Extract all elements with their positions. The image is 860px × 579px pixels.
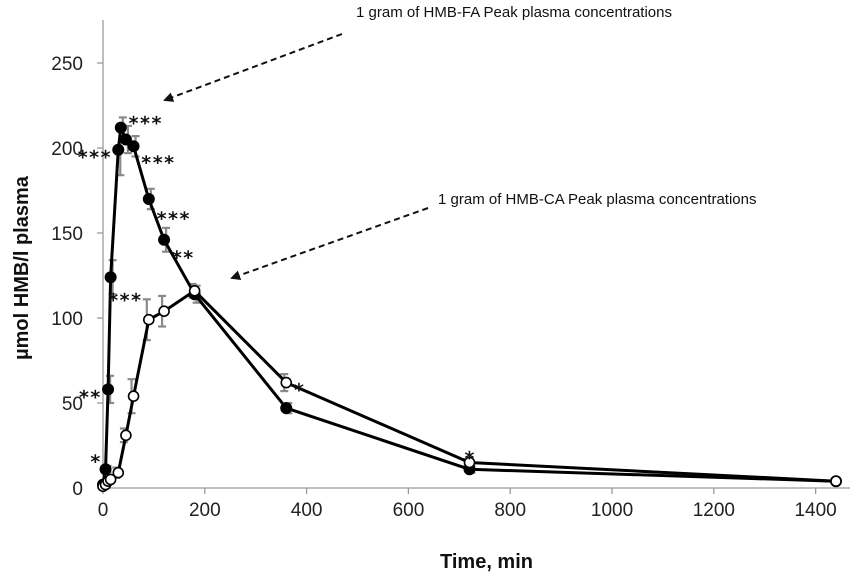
significance-star: *** — [77, 147, 111, 169]
data-point-hmb-ca — [188, 284, 201, 297]
data-point-hmb-fa — [104, 271, 117, 284]
data-point-hmb-ca — [104, 473, 117, 486]
y-tick-label: 100 — [51, 309, 83, 330]
significance-star: ** — [171, 247, 194, 269]
y-tick-label: 0 — [72, 479, 83, 500]
annotation-arrow — [230, 207, 429, 281]
significance-star: *** — [128, 113, 162, 135]
annotation-arrow — [163, 33, 343, 102]
data-point-hmb-ca — [143, 313, 155, 326]
data-point-hmb-ca — [280, 376, 293, 389]
x-tick-label: 0 — [98, 500, 109, 521]
y-axis-title: µmol HMB/l plasma — [11, 175, 33, 360]
data-points — [97, 121, 842, 493]
data-point-hmb-fa — [112, 143, 125, 156]
x-tick-label: 1200 — [693, 500, 735, 521]
data-point-hmb-ca — [830, 475, 842, 488]
significance-markers: ********************** — [77, 113, 475, 473]
data-point-hmb-fa — [142, 193, 155, 205]
significance-star: *** — [107, 290, 141, 312]
significance-star: * — [90, 451, 101, 473]
data-point-hmb-fa — [99, 463, 112, 476]
data-point-hmb-ca — [158, 305, 170, 318]
series-lines — [101, 126, 837, 488]
data-point-hmb-ca — [120, 429, 132, 442]
data-point-hmb-fa — [127, 140, 140, 153]
data-point-hmb-fa — [119, 133, 132, 146]
data-point-hmb-fa — [114, 121, 127, 134]
significance-star: ** — [78, 386, 101, 408]
x-axis-title: Time, min — [440, 551, 533, 573]
y-tick-label: 50 — [62, 394, 83, 415]
series-line-hmb-fa — [101, 126, 837, 485]
significance-star: *** — [141, 152, 175, 174]
x-tick-label: 200 — [189, 500, 221, 521]
annotation-label: 1 gram of HMB-CA Peak plasma concentrati… — [438, 191, 756, 208]
axis-ticks: 0 50 100 150 200 250 0 200 400 600 800 1000 1200 1400 — [51, 54, 836, 521]
y-tick-label: 250 — [51, 54, 83, 75]
x-tick-label: 400 — [291, 500, 323, 521]
x-tick-label: 1000 — [591, 500, 633, 521]
annotations: 1 gram of HMB-FA Peak plasma concentrati… — [163, 4, 756, 281]
significance-star: * — [293, 380, 304, 402]
x-tick-label: 800 — [494, 500, 526, 521]
data-point-hmb-ca — [127, 390, 140, 403]
x-tick-label: 600 — [393, 500, 425, 521]
data-point-hmb-fa — [158, 233, 171, 246]
data-point-hmb-ca — [112, 466, 125, 479]
data-point-hmb-fa — [102, 383, 115, 396]
data-point-hmb-fa — [280, 402, 293, 415]
significance-star: * — [464, 448, 475, 470]
significance-star: *** — [156, 208, 190, 230]
y-tick-label: 150 — [51, 224, 83, 245]
annotation-label: 1 gram of HMB-FA Peak plasma concentrati… — [356, 4, 672, 21]
x-tick-label: 1400 — [794, 500, 836, 521]
y-tick-label: 200 — [51, 139, 83, 160]
data-point-hmb-ca — [463, 456, 476, 469]
